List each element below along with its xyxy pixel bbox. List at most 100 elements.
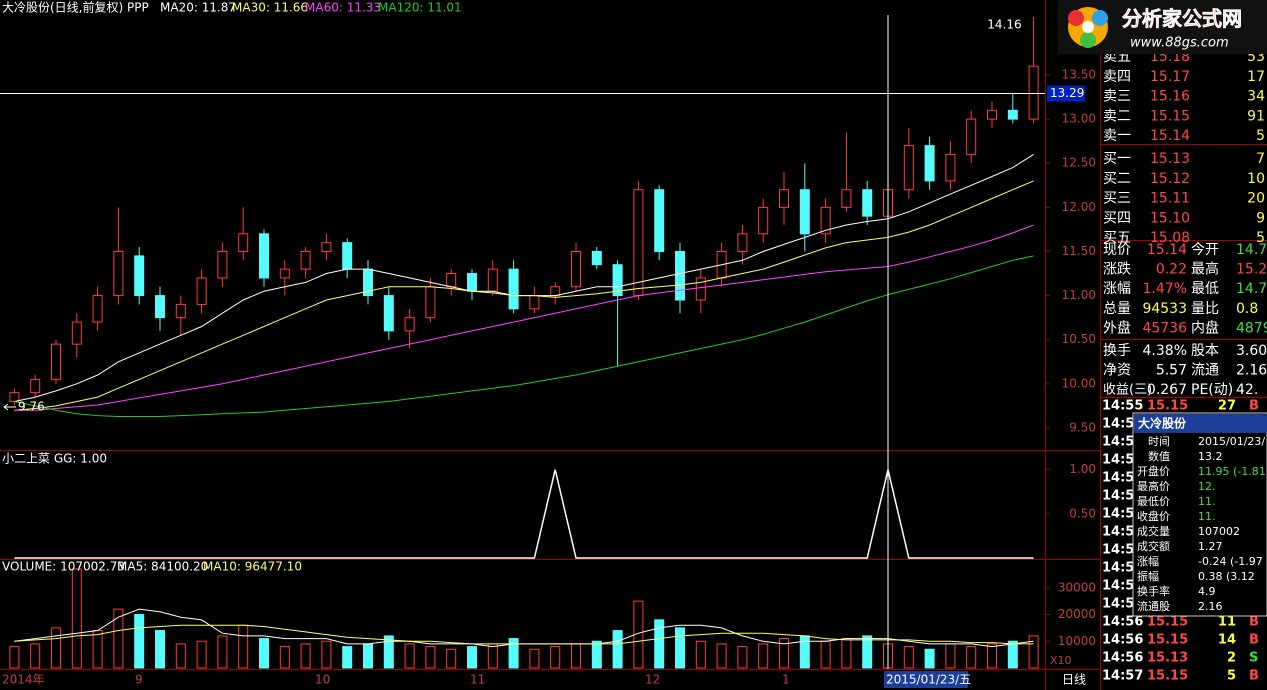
quote-label: 股本 — [1191, 343, 1219, 359]
tick-time: 14:5 — [1102, 471, 1134, 486]
volume-bar — [779, 638, 789, 669]
volume-bar — [217, 635, 228, 669]
popup-label: 换手率 — [1137, 584, 1170, 598]
candle-body — [987, 109, 997, 120]
tick-time: 14:5 — [1102, 417, 1134, 432]
candle-body — [571, 250, 581, 288]
quote-value: 0.8 — [1236, 301, 1258, 317]
candle-body — [425, 286, 436, 319]
volume-bar — [820, 640, 831, 669]
cursor-date-box — [884, 671, 968, 688]
tick-time: 14:5 — [1102, 507, 1134, 522]
book-volume: 91 — [1247, 108, 1265, 124]
tick-side: B — [1249, 669, 1259, 684]
candle-body — [529, 295, 540, 310]
popup-value: 107002 — [1198, 525, 1240, 538]
volume-bar — [529, 648, 540, 669]
volume-bar — [383, 635, 394, 669]
y-tick-label: 11.00 — [1062, 288, 1096, 302]
logo: 分析家公式网 www.88gs.com — [1058, 0, 1267, 54]
candle-body — [779, 189, 789, 208]
volume-ma — [14, 624, 1034, 645]
candle-body — [1028, 65, 1039, 120]
candle-body — [695, 277, 706, 301]
book-label: 买二 — [1103, 171, 1131, 187]
candle-body — [113, 250, 124, 297]
y-tick-label: 12.00 — [1062, 200, 1096, 214]
tick-time: 14:5 — [1102, 579, 1134, 594]
quote-value: 14.7 — [1236, 242, 1267, 258]
zoom: X10 — [1050, 654, 1072, 667]
volume-bar — [716, 643, 727, 669]
quote-value: 3.60亿 — [1236, 343, 1267, 359]
popup-value: 0.38 (3.12 — [1198, 570, 1255, 583]
book-price: 15.11 — [1150, 191, 1190, 207]
tick-volume: 14 — [1218, 633, 1236, 648]
volume-bar — [9, 646, 20, 669]
tick-volume: 11 — [1218, 615, 1236, 630]
quote-label: 内盘 — [1191, 319, 1219, 336]
candle-body — [134, 255, 145, 297]
quote-value: 5.57 — [1156, 363, 1187, 379]
book-price: 15.15 — [1150, 108, 1190, 124]
period: 日线 — [1062, 673, 1086, 687]
tick-time: 14:5 — [1102, 561, 1134, 576]
quote-label: 涨幅 — [1103, 281, 1131, 297]
volume-bar — [238, 624, 249, 669]
book-price: 15.08 — [1150, 230, 1190, 246]
quote-label: 流通 — [1191, 363, 1219, 379]
quote-label: 最高 — [1191, 261, 1219, 278]
volume-bar — [903, 646, 914, 669]
quote-label: 收益(三) — [1103, 383, 1152, 398]
volume-bar — [695, 640, 706, 669]
book-label: 买三 — [1103, 191, 1131, 207]
popup-label: 成交量 — [1137, 524, 1170, 538]
book-label: 卖二 — [1103, 108, 1131, 124]
cursor-date: 2015/01/23/五 — [886, 673, 971, 687]
y-tick-label: 1.00 — [1069, 462, 1096, 476]
volume-bar — [966, 646, 977, 669]
popup-label: 成交额 — [1137, 539, 1170, 553]
cursor-price: 13.29 — [1050, 86, 1084, 100]
volume-bar — [945, 643, 956, 669]
candle-body — [799, 189, 810, 235]
candle-body — [903, 145, 914, 191]
volume-bar — [404, 643, 415, 669]
volume-bar — [1028, 635, 1039, 669]
candle-body — [155, 295, 165, 319]
book-volume: 34 — [1247, 89, 1265, 105]
book-label: 买一 — [1103, 151, 1131, 167]
y-tick-label: 9.50 — [1069, 420, 1096, 434]
candle-body — [196, 277, 207, 305]
indicator-title: 小二上菜 GG: 1.00 — [2, 452, 107, 466]
quote-value: 15.14 — [1147, 242, 1187, 258]
volume-legend: MA10: 96477.10 — [203, 560, 302, 574]
logo-center — [1082, 21, 1094, 33]
volume-bar — [259, 638, 269, 669]
volume-bar — [841, 638, 852, 669]
quote-value: 42. — [1236, 382, 1258, 398]
volume-bar — [758, 643, 769, 669]
low-label: 9.76 — [18, 400, 45, 414]
tick-side: B — [1249, 633, 1259, 648]
candle-body — [591, 250, 602, 266]
volume-bar — [321, 640, 332, 669]
book-price: 15.13 — [1150, 151, 1190, 167]
quote-value: 4879 — [1236, 320, 1267, 336]
candle-body — [654, 189, 665, 252]
volume-legend: MA5: 84100.20 — [117, 560, 208, 574]
y-tick-label: 30000 — [1058, 580, 1096, 594]
quote-value: 4.38% — [1143, 343, 1187, 359]
data-popup: 大冷股份 时间 2015/01/23/数值 13.2 开盘价 11.95 (-1.81 最… — [1132, 412, 1267, 617]
candle-body — [633, 189, 644, 297]
popup-value: 2.16 — [1198, 600, 1223, 613]
tick-side: B — [1249, 615, 1259, 630]
y-tick-label: 20000 — [1058, 607, 1096, 621]
y-tick-label: 12.50 — [1062, 156, 1096, 170]
quote-value: 94533 — [1142, 301, 1187, 317]
tick-time: 14:56 — [1102, 651, 1143, 666]
volume-bar — [987, 643, 997, 669]
volume-bar — [155, 630, 165, 669]
candle-body — [30, 378, 41, 394]
volume-bar — [550, 646, 561, 669]
